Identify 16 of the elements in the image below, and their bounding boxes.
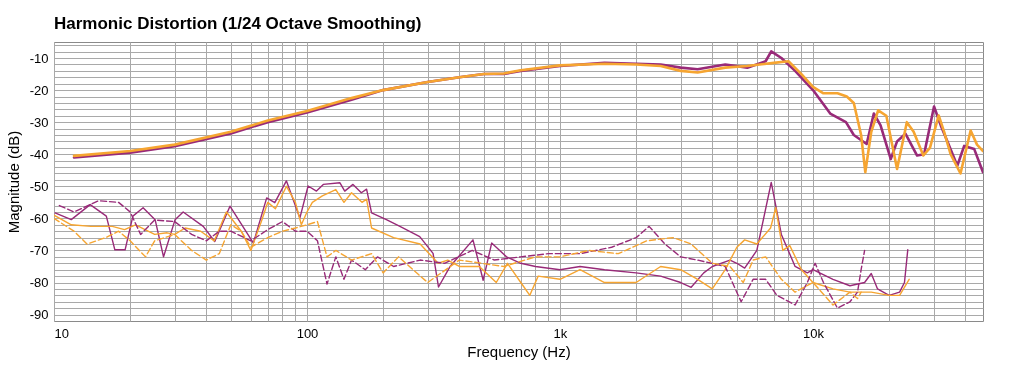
x-axis-title: Frequency (Hz) xyxy=(467,342,571,360)
y-tick-label: -50 xyxy=(29,178,49,194)
x-tick-label: 10 xyxy=(54,325,69,341)
y-tick-label: -80 xyxy=(29,275,49,291)
y-tick-label: -40 xyxy=(29,146,49,162)
x-tick-label: 100 xyxy=(296,325,319,341)
y-tick-label: -30 xyxy=(29,114,49,130)
y-tick-label: -10 xyxy=(29,50,49,66)
x-tick-label: 1k xyxy=(553,325,568,341)
y-tick-label: -70 xyxy=(29,242,49,258)
y-axis-title: Magnitude (dB) xyxy=(4,130,22,234)
y-tick-label: -90 xyxy=(29,307,49,323)
y-tick-label: -60 xyxy=(29,210,49,226)
x-tick-label: 10k xyxy=(802,325,825,341)
y-tick-label: -20 xyxy=(29,82,49,98)
chart-title: Harmonic Distortion (1/24 Octave Smoothing) xyxy=(54,14,422,34)
